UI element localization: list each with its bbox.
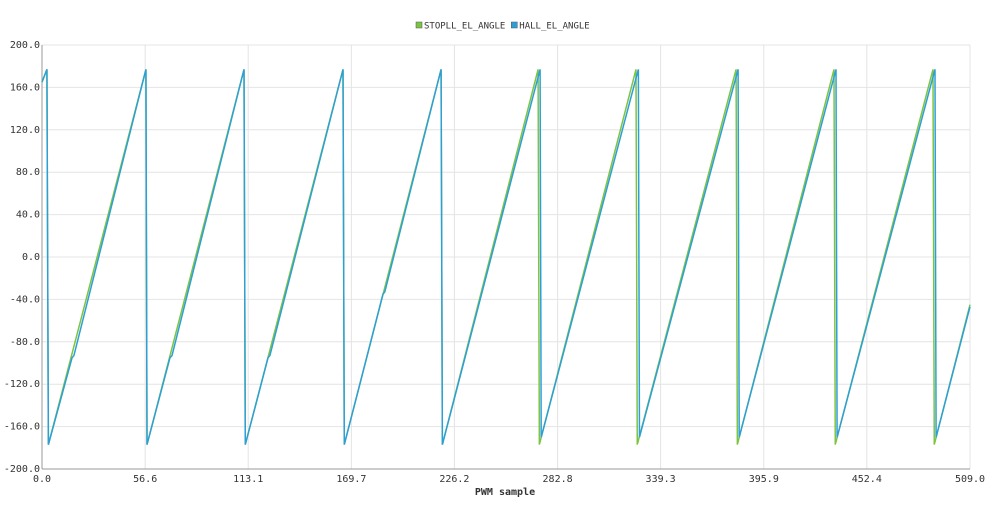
legend-swatch <box>415 21 423 29</box>
y-tick-label: 200.0 <box>10 40 40 51</box>
y-tick-label: 160.0 <box>10 82 40 93</box>
x-tick-label: 0.0 <box>33 474 51 485</box>
x-tick-label: 282.8 <box>543 474 573 485</box>
y-tick-label: 0.0 <box>22 252 40 263</box>
x-tick-label: 169.7 <box>336 474 366 485</box>
x-tick-label: 226.2 <box>439 474 469 485</box>
x-tick-label: 113.1 <box>233 474 263 485</box>
legend-label: STOPLL_EL_ANGLE <box>424 22 505 32</box>
y-tick-label: 120.0 <box>10 125 40 136</box>
y-tick-label: -120.0 <box>4 379 40 390</box>
x-tick-label: 509.0 <box>955 474 985 485</box>
y-tick-label: 40.0 <box>16 210 40 221</box>
x-tick-label: 339.3 <box>646 474 676 485</box>
series-line <box>41 69 971 445</box>
legend-label: HALL_EL_ANGLE <box>519 22 589 32</box>
legend-swatch <box>511 21 518 29</box>
y-tick-label: -40.0 <box>10 294 40 305</box>
x-tick-label: 395.9 <box>749 474 779 485</box>
y-tick-label: -200.0 <box>4 464 40 475</box>
y-tick-label: -160.0 <box>4 422 40 433</box>
x-tick-label: 56.6 <box>133 474 157 485</box>
y-tick-label: -80.0 <box>10 337 40 348</box>
x-tick-label: 452.4 <box>852 474 882 485</box>
y-tick-label: 80.0 <box>16 167 40 178</box>
x-axis-label: PWM sample <box>475 487 535 498</box>
